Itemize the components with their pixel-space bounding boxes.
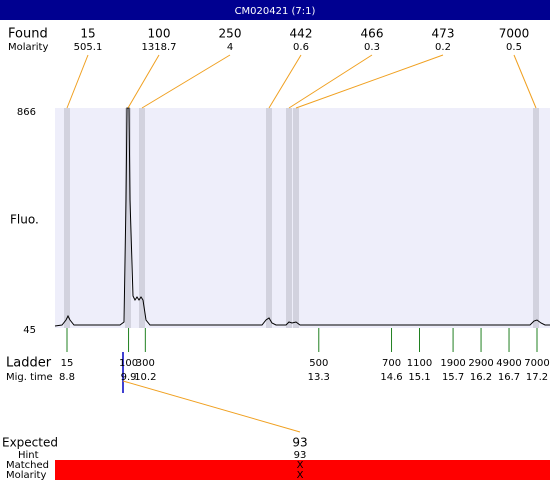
ladder-time: 15.7 [442,372,464,383]
found-size: 473 [432,27,455,41]
y-min-label: 45 [23,325,36,336]
ladder-time: 14.6 [380,372,402,383]
found-link [513,54,537,109]
hint-value: 93 [294,450,307,461]
y-axis-label: Fluo. [10,213,39,227]
molarity-value: X [297,470,304,480]
title: CM020421 (7:1) [235,6,316,17]
ladder-time: 13.3 [308,372,330,383]
found-molarity: 505.1 [74,42,103,53]
molarity-row-label: Molarity [6,470,46,480]
ladder-size: 700 [382,358,401,369]
peak-band [293,108,299,328]
ladder-time: 15.1 [408,372,430,383]
found-molarity: 0.6 [293,42,309,53]
ladder-time: 8.8 [59,372,75,383]
expected-value: 93 [292,436,307,450]
expected-label: Expected [2,436,58,450]
found-link [141,54,231,109]
trace [54,107,550,327]
mig-time-label: Mig. time [6,372,53,383]
ladder-size: 100 [119,358,138,369]
found-size: 7000 [499,27,530,41]
found-size: 466 [361,27,384,41]
ladder-size: 2900 [468,358,493,369]
found-molarity: 4 [227,42,233,53]
peak-band [125,108,131,328]
bands [64,108,539,328]
found-size: 100 [148,27,171,41]
found-label: Found [8,27,48,42]
found-size: 15 [80,27,95,41]
peak-band [286,108,292,328]
ladder-time: 16.7 [498,372,520,383]
peak-band [64,108,70,328]
found-molarity: 0.2 [435,42,451,53]
found-molarity: 0.3 [364,42,380,53]
ladder-size: 4900 [496,358,521,369]
ladder-size: 500 [309,358,328,369]
peak-band [266,108,272,328]
ladder-time: 10.2 [134,372,156,383]
ladder-time: 16.2 [470,372,492,383]
peak-band [139,108,145,328]
hint-label: Hint [18,450,39,461]
expected-link [122,380,301,433]
found-link [268,54,302,109]
found-size: 442 [290,27,313,41]
found-size: 250 [219,27,242,41]
ladder-size: 1100 [407,358,432,369]
ladder-time: 17.2 [526,372,548,383]
match-bar [55,460,550,480]
ladder-time: 9.9 [121,372,137,383]
plot-area [55,108,550,328]
y-max-label: 866 [17,107,36,118]
ladder-size: 300 [136,358,155,369]
matched-value: X [297,460,304,471]
found-link [288,54,373,109]
found-molarity: 0.5 [506,42,522,53]
ladder-size: 15 [61,358,74,369]
found-link [127,54,160,109]
title-bar [0,0,550,20]
ladder-label: Ladder [6,356,52,371]
found-link [295,54,444,109]
found-link [66,54,89,109]
ladder-size: 1900 [440,358,465,369]
peak-band [533,108,539,328]
ladder-size: 7000 [524,358,549,369]
found-molarity: 1318.7 [142,42,177,53]
molarity-label: Molarity [8,42,48,53]
matched-label: Matched [6,460,49,471]
